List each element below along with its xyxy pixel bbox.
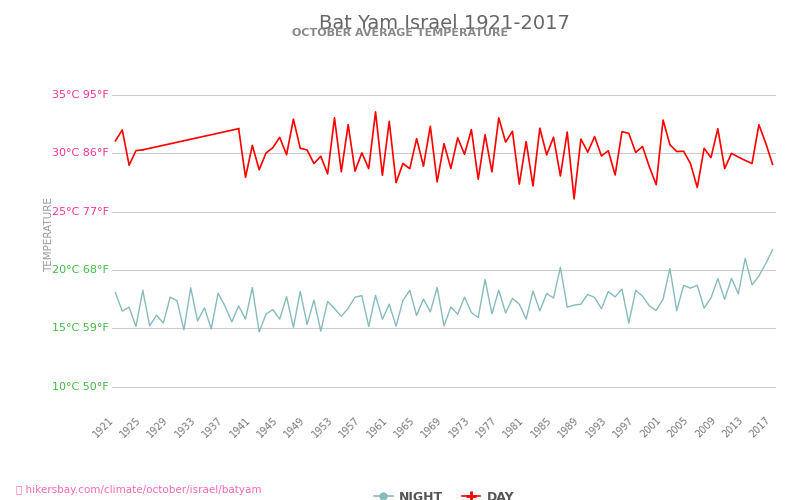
Text: 35°C 95°F: 35°C 95°F [52, 90, 109, 100]
Text: 30°C 86°F: 30°C 86°F [52, 148, 109, 158]
Text: 10°C 50°F: 10°C 50°F [52, 382, 109, 392]
Title: Bat Yam Israel 1921-2017: Bat Yam Israel 1921-2017 [318, 14, 570, 34]
Y-axis label: TEMPERATURE: TEMPERATURE [44, 198, 54, 272]
Text: 📍 hikersbay.com/climate/october/israel/batyam: 📍 hikersbay.com/climate/october/israel/b… [16, 485, 262, 495]
Text: 15°C 59°F: 15°C 59°F [52, 324, 109, 334]
Text: OCTOBER AVERAGE TEMPERATURE: OCTOBER AVERAGE TEMPERATURE [292, 28, 508, 38]
Text: 25°C 77°F: 25°C 77°F [52, 206, 109, 216]
Text: 20°C 68°F: 20°C 68°F [52, 265, 109, 275]
Legend: NIGHT, DAY: NIGHT, DAY [369, 486, 519, 500]
